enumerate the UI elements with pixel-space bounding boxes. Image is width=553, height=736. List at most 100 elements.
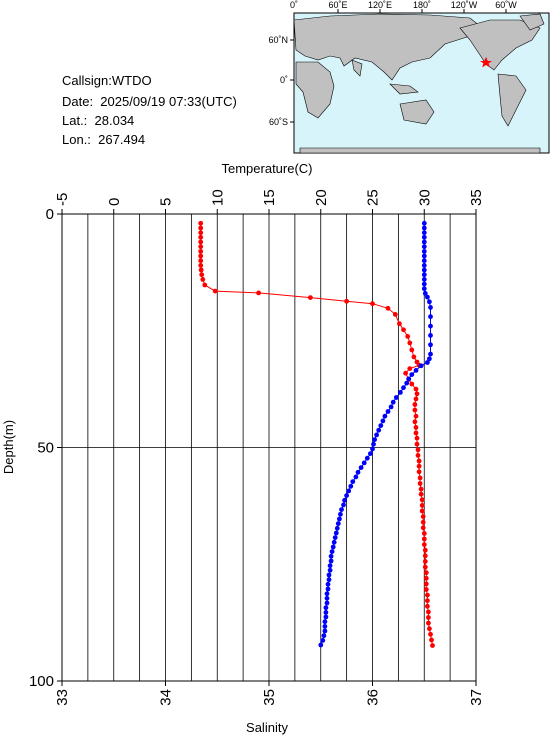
temperature-point <box>414 441 420 447</box>
salinity-point <box>380 418 386 424</box>
temperature-point <box>420 525 426 531</box>
salinity-point <box>318 642 324 648</box>
top-axis-ticks: -5 0 5 10 15 20 25 30 35 <box>54 189 485 214</box>
top-tick-label: 35 <box>468 189 485 206</box>
salinity-point <box>421 286 427 292</box>
temperature-point <box>198 234 204 240</box>
temperature-point <box>416 463 422 469</box>
salinity-point <box>421 230 427 236</box>
salinity-point <box>361 460 367 466</box>
temperature-point <box>419 497 425 503</box>
temperature-point <box>417 481 423 486</box>
salinity-point <box>421 239 427 245</box>
map-left-label: 0˚ <box>280 75 288 85</box>
temperature-point <box>429 637 434 643</box>
salinity-point <box>421 220 427 226</box>
temperature-point <box>428 631 433 637</box>
bottom-tick-label: 35 <box>261 689 278 706</box>
salinity-point <box>390 399 396 405</box>
temperature-point <box>425 598 430 604</box>
temperature-point <box>198 258 204 264</box>
salinity-point <box>322 624 328 629</box>
temperature-point <box>413 430 419 436</box>
temperature-point <box>198 230 204 236</box>
map-ticks <box>290 9 507 123</box>
temperature-point <box>413 396 419 402</box>
callsign-text: Callsign:WTDO <box>62 73 152 88</box>
salinity-point <box>385 409 391 414</box>
temperature-point <box>256 290 261 296</box>
longitude-text: Lon.: 267.494 <box>62 132 146 147</box>
salinity-point <box>328 553 334 559</box>
chart-series-layer <box>198 220 435 648</box>
salinity-point <box>346 488 352 494</box>
salinity-point <box>325 581 331 587</box>
salinity-point <box>327 567 333 573</box>
temperature-point <box>401 327 406 333</box>
salinity-point <box>333 530 339 536</box>
salinity-point <box>370 446 375 452</box>
top-tick-label: 0 <box>106 198 123 206</box>
temperature-point <box>416 469 422 475</box>
salinity-point <box>326 572 332 578</box>
salinity-point <box>421 263 427 268</box>
temperature-point <box>419 503 425 508</box>
temperature-point <box>422 553 428 559</box>
left-tick-label: 50 <box>37 440 54 457</box>
temperature-point <box>392 312 398 317</box>
salinity-point <box>324 595 330 601</box>
temperature-point <box>407 340 413 346</box>
salinity-point <box>339 507 344 512</box>
salinity-point <box>406 376 412 382</box>
salinity-point <box>421 281 427 287</box>
salinity-point <box>348 483 354 489</box>
salinity-point <box>323 610 329 615</box>
temperature-point <box>385 305 391 311</box>
top-tick-label: 20 <box>313 189 330 206</box>
temperature-point <box>403 370 408 376</box>
temperature-point <box>422 559 428 564</box>
ship-location-marker <box>480 57 492 68</box>
salinity-point <box>326 577 332 583</box>
temperature-point <box>420 514 426 519</box>
temperature-point <box>419 508 425 514</box>
date-text: Date: 2025/09/19 07:33(UTC) <box>62 94 237 109</box>
bottom-axis-label: Salinity <box>246 720 288 735</box>
salinity-point <box>327 563 333 569</box>
temperature-point <box>409 347 415 353</box>
salinity-point <box>331 539 337 545</box>
temperature-point <box>198 225 204 231</box>
salinity-point <box>364 455 370 461</box>
map-left-label: 60˚N <box>268 35 288 45</box>
salinity-point <box>323 605 329 611</box>
salinity-point <box>425 360 430 365</box>
salinity-point <box>393 395 399 400</box>
salinity-point <box>374 432 379 438</box>
salinity-point <box>322 619 328 625</box>
temperature-point <box>212 288 218 294</box>
map-top-label: 120˚W <box>451 0 478 10</box>
map-land <box>293 13 545 154</box>
map-top-label: 60˚E <box>328 0 347 10</box>
salinity-point <box>330 544 336 550</box>
top-tick-label: 5 <box>158 198 175 206</box>
salinity-point <box>350 479 356 484</box>
top-tick-label: 10 <box>209 189 226 206</box>
top-tick-label: 30 <box>416 189 433 206</box>
salinity-point <box>344 493 349 498</box>
temperature-point <box>426 620 431 626</box>
salinity-point <box>421 258 427 264</box>
temperature-point <box>308 295 313 300</box>
left-tick-label: 100 <box>29 673 54 690</box>
salinity-point <box>376 427 382 433</box>
top-tick-label: -5 <box>54 193 71 206</box>
temperature-point <box>415 447 421 453</box>
temperature-point <box>412 407 418 413</box>
salinity-point <box>332 535 338 540</box>
temperature-point <box>426 609 431 615</box>
salinity-point <box>341 502 346 508</box>
temperature-point <box>198 220 204 226</box>
temperature-point <box>370 301 375 307</box>
chart-grid <box>62 214 476 681</box>
salinity-point <box>337 516 342 522</box>
